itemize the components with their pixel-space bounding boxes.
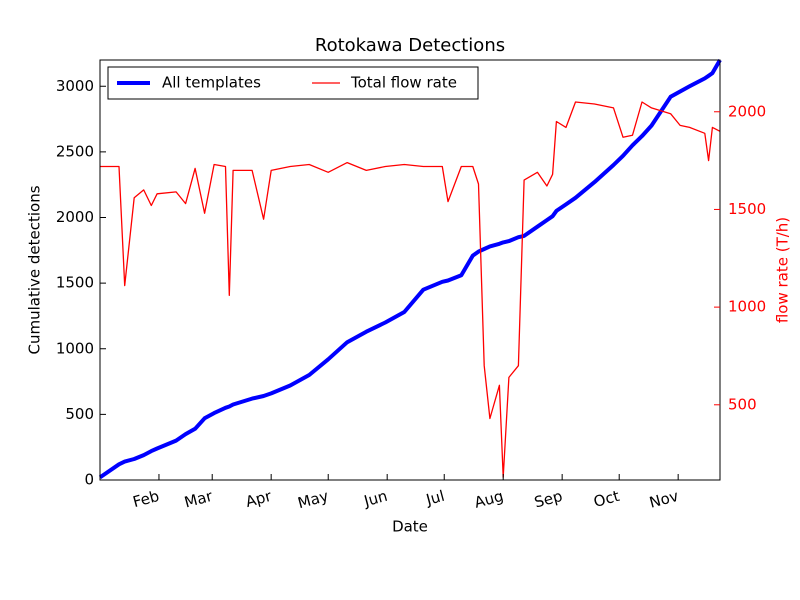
y-tick-label: 1000 xyxy=(56,339,94,357)
plot-frame xyxy=(99,59,721,481)
x-tick-label: Jun xyxy=(361,487,389,511)
x-axis-label: Date xyxy=(392,518,428,536)
y-axis-label: Cumulative detections xyxy=(26,185,44,354)
data-line xyxy=(100,101,721,478)
legend-box xyxy=(107,66,479,100)
legend-label: All templates xyxy=(162,74,261,92)
y-tick-label: 500 xyxy=(65,405,94,423)
y-tick-label: 1500 xyxy=(56,274,94,292)
y2-tick-label: 2000 xyxy=(728,102,766,120)
y-tick-label: 3000 xyxy=(56,77,94,95)
y-tick-label: 2000 xyxy=(56,208,94,226)
data-line xyxy=(98,58,722,480)
legend-label: Total flow rate xyxy=(350,74,457,92)
y2-axis-label: flow rate (T/h) xyxy=(774,217,792,323)
y-tick-label: 0 xyxy=(84,471,94,489)
y2-tick-label: 1500 xyxy=(728,200,766,218)
y2-tick-label: 1000 xyxy=(728,298,766,316)
y-tick-label: 2500 xyxy=(56,142,94,160)
chart-title: Rotokawa Detections xyxy=(315,35,505,56)
y2-tick-label: 500 xyxy=(728,395,757,413)
x-tick-label: Jul xyxy=(423,487,446,509)
